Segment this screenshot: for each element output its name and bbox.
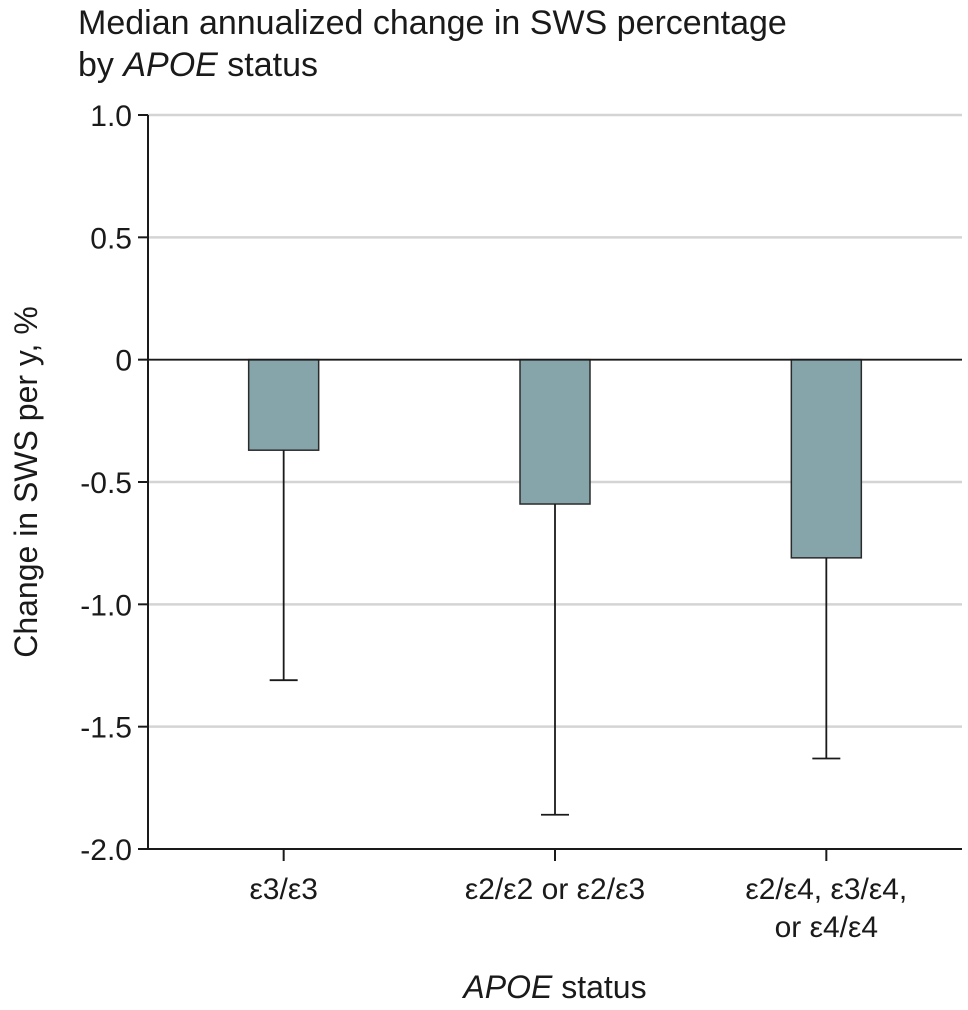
x-tick-label-line: or ε4/ε4 xyxy=(775,911,878,944)
chart-title-line-1: Median annualized change in SWS percenta… xyxy=(78,4,787,42)
y-tick-label: -0.5 xyxy=(80,467,132,500)
x-tick-label: ε2/ε2 or ε2/ε3 xyxy=(465,873,645,906)
axes xyxy=(138,114,962,861)
x-tick-label: ε2/ε4, ε3/ε4, or ε4/ε4 xyxy=(745,873,907,944)
x-axis-title: APOE status xyxy=(461,969,646,1005)
chart-title-suffix: status xyxy=(217,46,319,84)
labels: 1.0 0.5 0 -0.5 -1.0 -1.5 -2.0 ε3/ε3 ε2/ε2 or ε2/… xyxy=(80,100,907,944)
bar xyxy=(247,358,320,451)
x-tick-label-line: ε3/ε3 xyxy=(249,873,317,906)
y-tick-label: -2.0 xyxy=(80,834,132,867)
bar xyxy=(790,358,863,559)
chart-title-prefix: by xyxy=(78,46,124,84)
y-tick-label: 0.5 xyxy=(90,222,132,255)
bar xyxy=(519,358,591,505)
y-tick-label: -1.5 xyxy=(80,712,132,745)
error-bars xyxy=(269,450,841,816)
y-tick-label: 1.0 xyxy=(90,100,132,133)
x-axis-title-suffix: status xyxy=(552,969,646,1005)
chart-title: Median annualized change in SWS percenta… xyxy=(78,2,958,86)
x-axis-title-gene: APOE xyxy=(461,969,553,1005)
x-tick-label: ε3/ε3 xyxy=(249,873,317,906)
y-tick-label: 0 xyxy=(115,345,132,378)
bars xyxy=(247,358,863,559)
chart-title-gene: APOE xyxy=(123,46,218,84)
y-tick-label: -1.0 xyxy=(80,589,132,622)
chart-title-line-2: by APOE status xyxy=(78,44,958,86)
x-tick-label-line: ε2/ε4, ε3/ε4, xyxy=(745,873,907,906)
x-tick-label-line: ε2/ε2 or ε2/ε3 xyxy=(465,873,645,906)
y-axis-title: Change in SWS per y, % xyxy=(8,306,44,658)
